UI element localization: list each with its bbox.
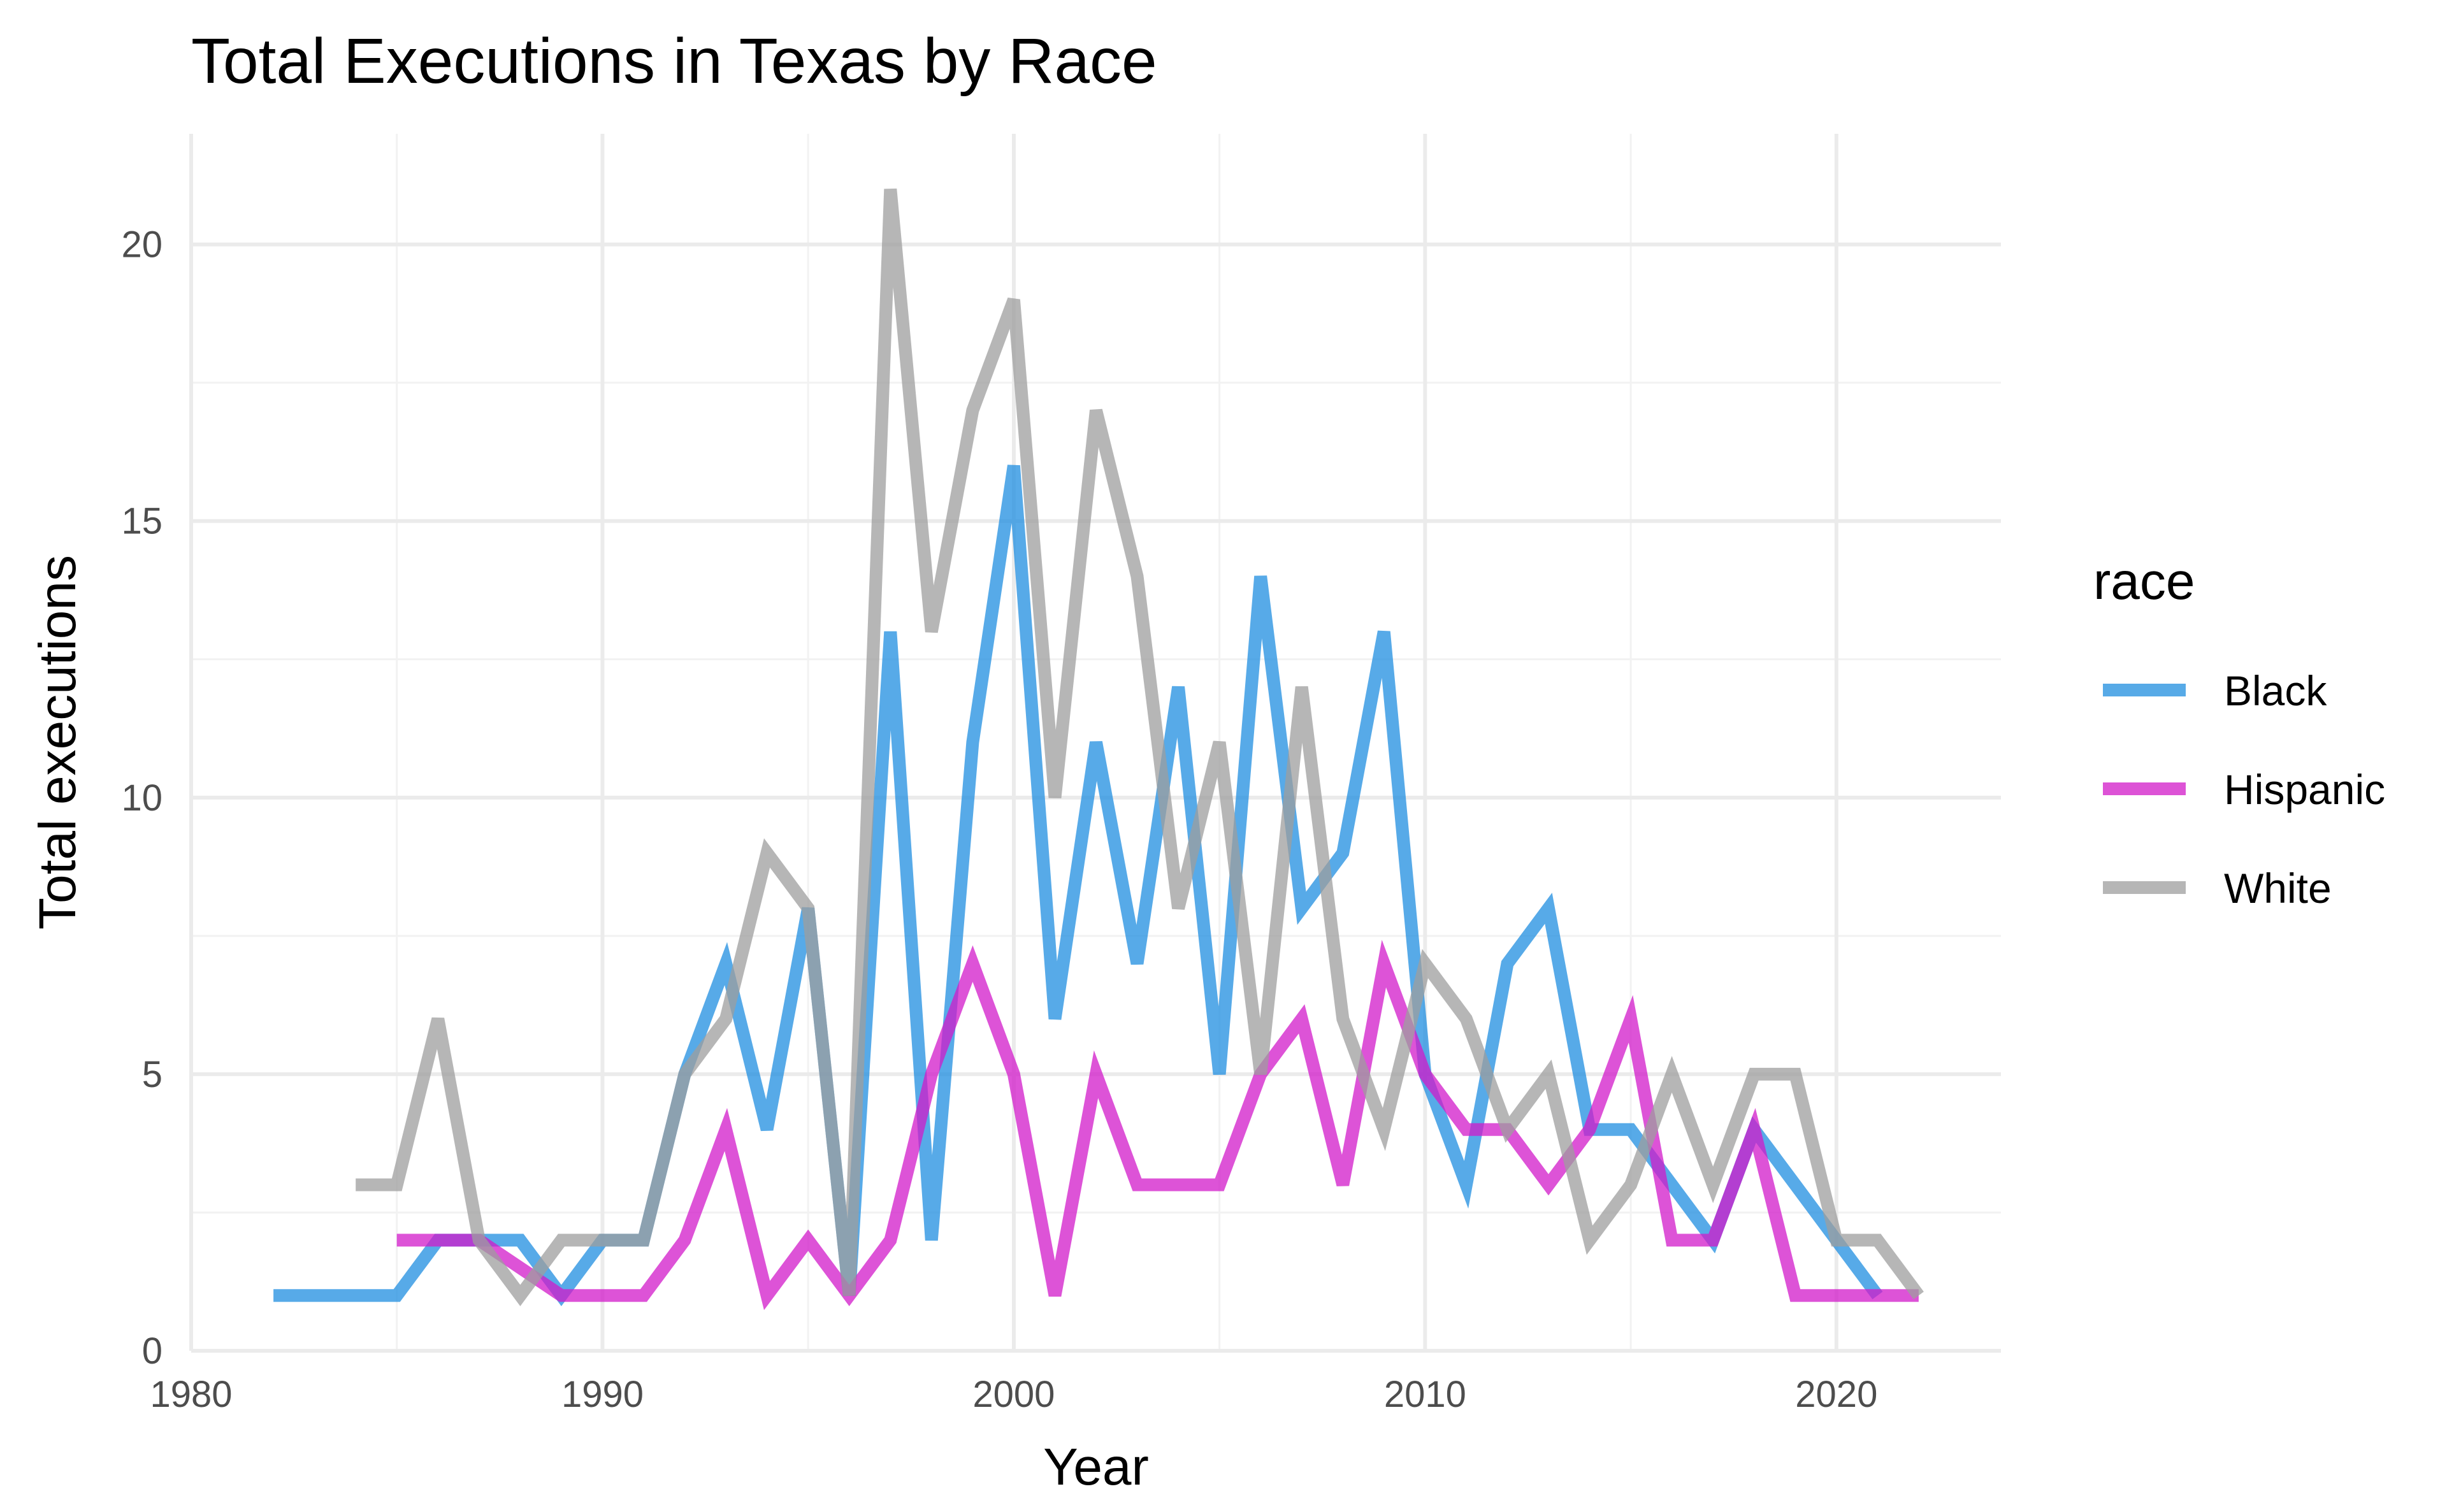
legend-item-hispanic: Hispanic [2103,766,2385,813]
y-tick-label: 0 [142,1330,162,1372]
y-tick-label: 5 [142,1054,162,1095]
x-tick-label: 2020 [1795,1374,1877,1415]
x-tick-label: 2000 [972,1374,1055,1415]
chart-title: Total Executions in Texas by Race [191,25,1157,97]
x-axis-title: Year [1043,1438,1149,1496]
legend-item-white: White [2103,865,2332,912]
y-tick-label: 10 [121,777,162,819]
legend-label: Hispanic [2224,766,2385,813]
series-line-white [356,188,1924,1306]
series-line-hispanic [396,939,1919,1311]
legend-item-black: Black [2103,667,2327,714]
series-layer [273,188,1924,1311]
legend-title: race [2093,552,2195,610]
x-tick-label: 1980 [150,1374,232,1415]
y-axis-title: Total executions [29,555,87,930]
y-tick-label: 20 [121,224,162,266]
legend-label: Black [2224,667,2327,714]
legend: race Black Hispanic White [2093,552,2385,912]
x-tick-label: 1990 [561,1374,644,1415]
legend-items: Black Hispanic White [2103,667,2385,912]
legend-label: White [2224,865,2332,912]
x-tick-label: 2010 [1384,1374,1466,1415]
y-tick-label: 15 [121,501,162,542]
y-axis-ticks: 0 5 10 15 20 [121,224,162,1372]
x-axis-ticks: 1980 1990 2000 2010 2020 [150,1374,1877,1415]
